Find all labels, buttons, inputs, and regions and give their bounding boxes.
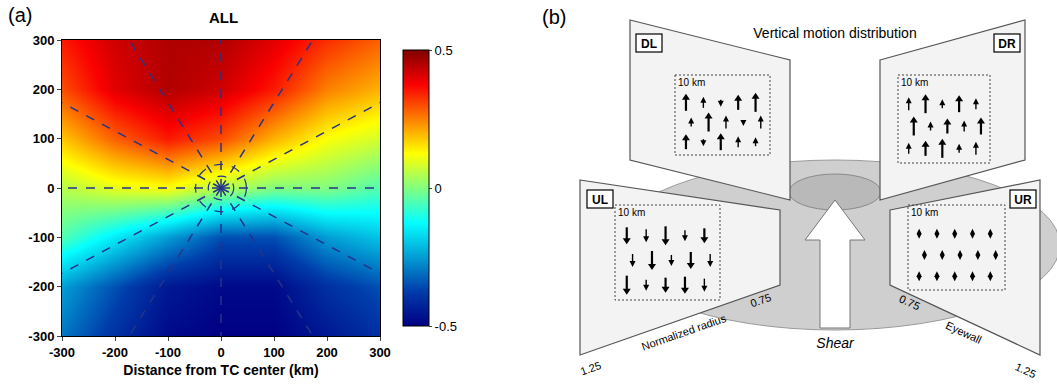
svg-text:100: 100 <box>33 131 55 146</box>
svg-text:Distance from TC center (km): Distance from TC center (km) <box>123 362 318 378</box>
svg-text:UL: UL <box>592 193 608 207</box>
svg-text:DL: DL <box>641 37 657 51</box>
svg-text:Normalized radius: Normalized radius <box>640 312 728 353</box>
svg-text:1.25: 1.25 <box>579 359 603 377</box>
svg-text:UR: UR <box>1014 193 1032 207</box>
svg-text:-100: -100 <box>155 345 181 360</box>
svg-text:ALL: ALL <box>209 9 238 26</box>
svg-text:Shear: Shear <box>816 335 855 351</box>
svg-text:-300: -300 <box>28 329 54 344</box>
svg-text:200: 200 <box>316 345 338 360</box>
svg-text:Eyewall: Eyewall <box>944 319 983 346</box>
svg-text:10 km: 10 km <box>911 207 938 218</box>
svg-text:-0.5: -0.5 <box>435 319 457 334</box>
svg-text:10 km: 10 km <box>618 207 645 218</box>
svg-text:(b): (b) <box>542 6 566 28</box>
svg-text:-100: -100 <box>28 230 54 245</box>
svg-text:1.25: 1.25 <box>1013 360 1037 380</box>
svg-text:10 km: 10 km <box>901 77 928 88</box>
svg-text:0.5: 0.5 <box>435 43 453 58</box>
svg-text:0.75: 0.75 <box>749 291 773 309</box>
svg-text:0.75: 0.75 <box>897 292 921 312</box>
svg-text:0: 0 <box>47 181 54 196</box>
svg-text:-300: -300 <box>49 345 75 360</box>
svg-text:300: 300 <box>33 33 55 48</box>
svg-text:300: 300 <box>369 345 391 360</box>
svg-text:0: 0 <box>435 181 442 196</box>
svg-text:0: 0 <box>217 345 224 360</box>
svg-text:100: 100 <box>263 345 285 360</box>
svg-text:10 km: 10 km <box>678 77 705 88</box>
svg-text:-200: -200 <box>28 279 54 294</box>
svg-text:200: 200 <box>33 82 55 97</box>
svg-text:-200: -200 <box>102 345 128 360</box>
svg-text:DR: DR <box>998 37 1016 51</box>
html-text:(a): (a) <box>8 4 33 26</box>
svg-text:Vertical motion distribution: Vertical motion distribution <box>753 25 916 41</box>
